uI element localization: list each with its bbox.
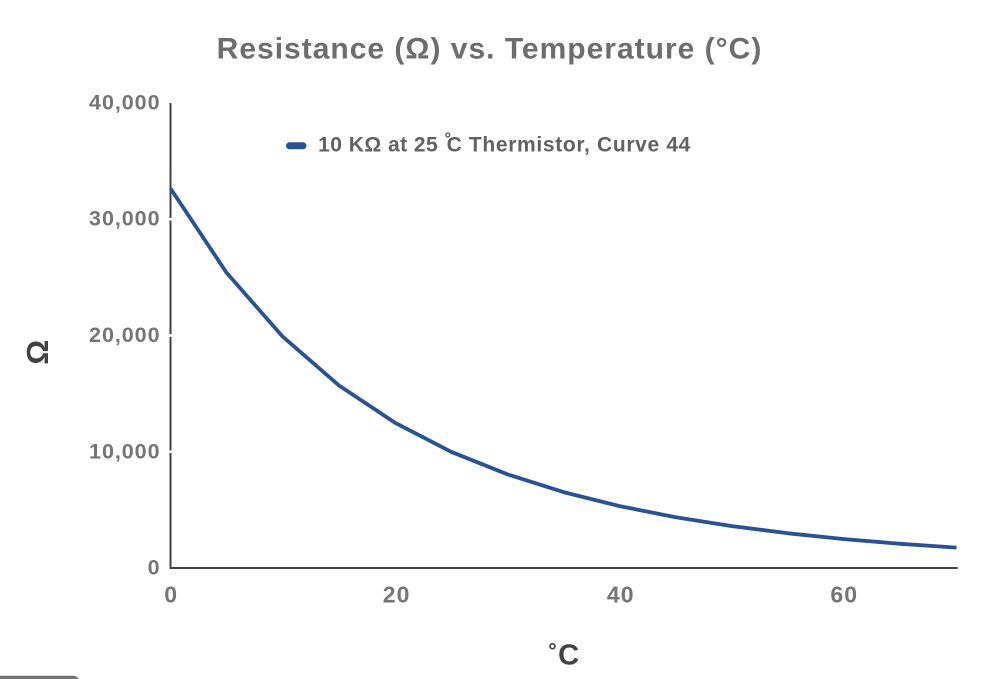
svg-text:0: 0 xyxy=(164,582,178,608)
svg-text:C: C xyxy=(558,640,579,672)
svg-text:10,000: 10,000 xyxy=(89,439,160,463)
svg-text:20,000: 20,000 xyxy=(89,323,160,347)
svg-text:Ω: Ω xyxy=(20,340,55,365)
svg-text:10 KΩ at 25: 10 KΩ at 25 xyxy=(318,134,438,157)
svg-text:60: 60 xyxy=(830,582,858,608)
svg-text:C Thermistor, Curve 44: C Thermistor, Curve 44 xyxy=(447,134,691,157)
svg-text:40: 40 xyxy=(607,582,635,608)
svg-text:0: 0 xyxy=(148,556,161,580)
svg-text:°: ° xyxy=(548,640,556,663)
svg-text:20: 20 xyxy=(383,582,411,608)
svg-text:40,000: 40,000 xyxy=(89,90,160,114)
svg-text:Resistance (Ω) vs. Temperature: Resistance (Ω) vs. Temperature (°C) xyxy=(217,33,763,66)
svg-text:30,000: 30,000 xyxy=(89,207,160,231)
